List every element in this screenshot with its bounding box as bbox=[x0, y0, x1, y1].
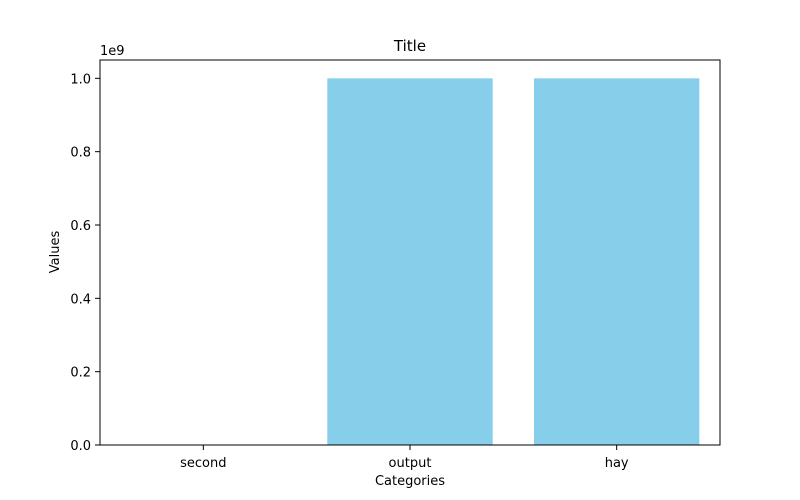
y-tick-label: 0.8 bbox=[70, 146, 91, 161]
y-tick-label: 0.6 bbox=[70, 219, 91, 234]
y-tick-label: 0.0 bbox=[70, 439, 91, 454]
chart-title: Title bbox=[393, 37, 426, 55]
y-axis-label: Values bbox=[48, 231, 63, 274]
y-axis-offset-label: 1e9 bbox=[100, 44, 125, 59]
y-tick-label: 0.4 bbox=[70, 292, 91, 307]
x-axis-ticks: second output hay bbox=[180, 445, 629, 471]
x-tick-label: second bbox=[180, 456, 226, 471]
y-axis-ticks: 0.0 0.2 0.4 0.6 0.8 1.0 bbox=[70, 72, 100, 454]
x-tick-label: output bbox=[389, 456, 432, 471]
x-tick-label: hay bbox=[605, 456, 629, 471]
y-tick-label: 1.0 bbox=[70, 72, 91, 87]
bar-hay bbox=[534, 78, 700, 445]
bar-output bbox=[327, 78, 493, 445]
plot-frame bbox=[99, 59, 721, 446]
x-axis-label: Categories bbox=[375, 474, 445, 489]
bars bbox=[327, 78, 700, 445]
y-tick-label: 0.2 bbox=[70, 366, 91, 381]
